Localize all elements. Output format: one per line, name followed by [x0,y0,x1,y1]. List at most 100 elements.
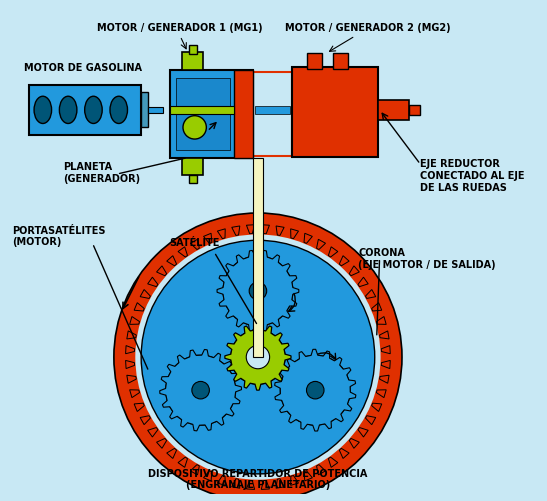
Bar [29,85,141,135]
Bar [182,53,203,70]
Polygon shape [190,239,199,249]
Text: PLANETA
(GENERADOR): PLANETA (GENERADOR) [63,162,141,184]
Polygon shape [365,290,376,299]
Bar [255,106,290,114]
Circle shape [192,381,210,399]
Polygon shape [217,475,225,485]
Polygon shape [371,403,382,411]
Bar [170,106,234,114]
Bar [141,92,148,127]
Bar [377,100,409,120]
Text: SATÉLITE: SATÉLITE [170,238,220,248]
Polygon shape [156,438,167,448]
Polygon shape [203,233,212,243]
Polygon shape [232,226,240,235]
Polygon shape [156,266,167,276]
Polygon shape [380,375,389,383]
Circle shape [280,355,350,425]
Polygon shape [130,317,139,324]
Polygon shape [140,290,150,299]
Polygon shape [232,479,240,488]
Polygon shape [261,480,270,489]
Bar [333,54,348,69]
Polygon shape [276,226,284,235]
Polygon shape [339,256,349,266]
Circle shape [166,355,236,425]
Polygon shape [167,256,177,266]
Polygon shape [276,479,284,488]
Polygon shape [275,349,356,431]
Polygon shape [381,346,390,354]
Polygon shape [376,390,386,398]
Polygon shape [127,375,136,383]
Circle shape [231,330,285,384]
Polygon shape [126,360,135,369]
Polygon shape [349,266,359,276]
Ellipse shape [34,96,51,123]
Polygon shape [376,317,386,324]
Polygon shape [304,233,312,243]
Ellipse shape [60,96,77,123]
Polygon shape [358,277,368,287]
Bar [292,67,377,157]
Bar [189,175,196,183]
Ellipse shape [110,96,127,123]
Polygon shape [126,346,135,354]
Circle shape [246,345,270,369]
Polygon shape [127,331,136,339]
Polygon shape [160,350,241,431]
Polygon shape [178,247,188,257]
Text: PORTASATÉLITES
(MOTOR): PORTASATÉLITES (MOTOR) [11,225,105,247]
Bar [189,45,196,55]
Polygon shape [190,464,199,475]
Bar [253,72,292,156]
Polygon shape [247,480,254,489]
Polygon shape [349,438,359,448]
Polygon shape [217,229,225,238]
Polygon shape [328,247,338,257]
Bar [409,105,421,115]
Polygon shape [358,427,368,437]
Polygon shape [339,448,349,458]
Polygon shape [148,427,158,437]
Polygon shape [130,390,139,398]
Bar [253,157,263,357]
Polygon shape [178,457,188,467]
Text: CORONA
(EJE MOTOR / DE SALIDA): CORONA (EJE MOTOR / DE SALIDA) [358,248,496,270]
Polygon shape [134,403,144,411]
Polygon shape [380,331,389,339]
Polygon shape [290,229,299,238]
Polygon shape [134,303,144,311]
Text: EJE REDUCTOR
CONECTADO AL EJE
DE LAS RUEDAS: EJE REDUCTOR CONECTADO AL EJE DE LAS RUE… [421,159,525,193]
Circle shape [249,282,267,300]
Circle shape [141,240,375,474]
Text: MOTOR DE GASOLINA: MOTOR DE GASOLINA [24,63,142,73]
Polygon shape [167,448,177,458]
Polygon shape [225,324,291,390]
Circle shape [183,116,206,139]
Polygon shape [328,457,338,467]
Polygon shape [217,250,299,331]
Circle shape [135,234,381,480]
Polygon shape [247,225,254,234]
Bar [148,107,162,113]
Ellipse shape [85,96,102,123]
Polygon shape [371,303,382,311]
Text: MOTOR / GENERADOR 1 (MG1): MOTOR / GENERADOR 1 (MG1) [97,23,263,33]
Text: DISPOSITIVO REPARTIDOR DE POTENCIA
(ENGRANAJE PLANETARIO): DISPOSITIVO REPARTIDOR DE POTENCIA (ENGR… [148,469,368,490]
Circle shape [306,381,324,399]
Text: MOTOR / GENERADOR 2 (MG2): MOTOR / GENERADOR 2 (MG2) [285,23,451,33]
Polygon shape [203,471,212,481]
Polygon shape [140,416,150,425]
Polygon shape [365,416,376,425]
Polygon shape [317,464,325,475]
Polygon shape [317,239,325,249]
Polygon shape [304,471,312,481]
Bar [307,54,322,69]
Bar [170,70,253,157]
Circle shape [141,240,375,474]
Bar [176,78,230,150]
Polygon shape [261,225,270,234]
Circle shape [114,213,402,501]
Circle shape [223,256,293,326]
